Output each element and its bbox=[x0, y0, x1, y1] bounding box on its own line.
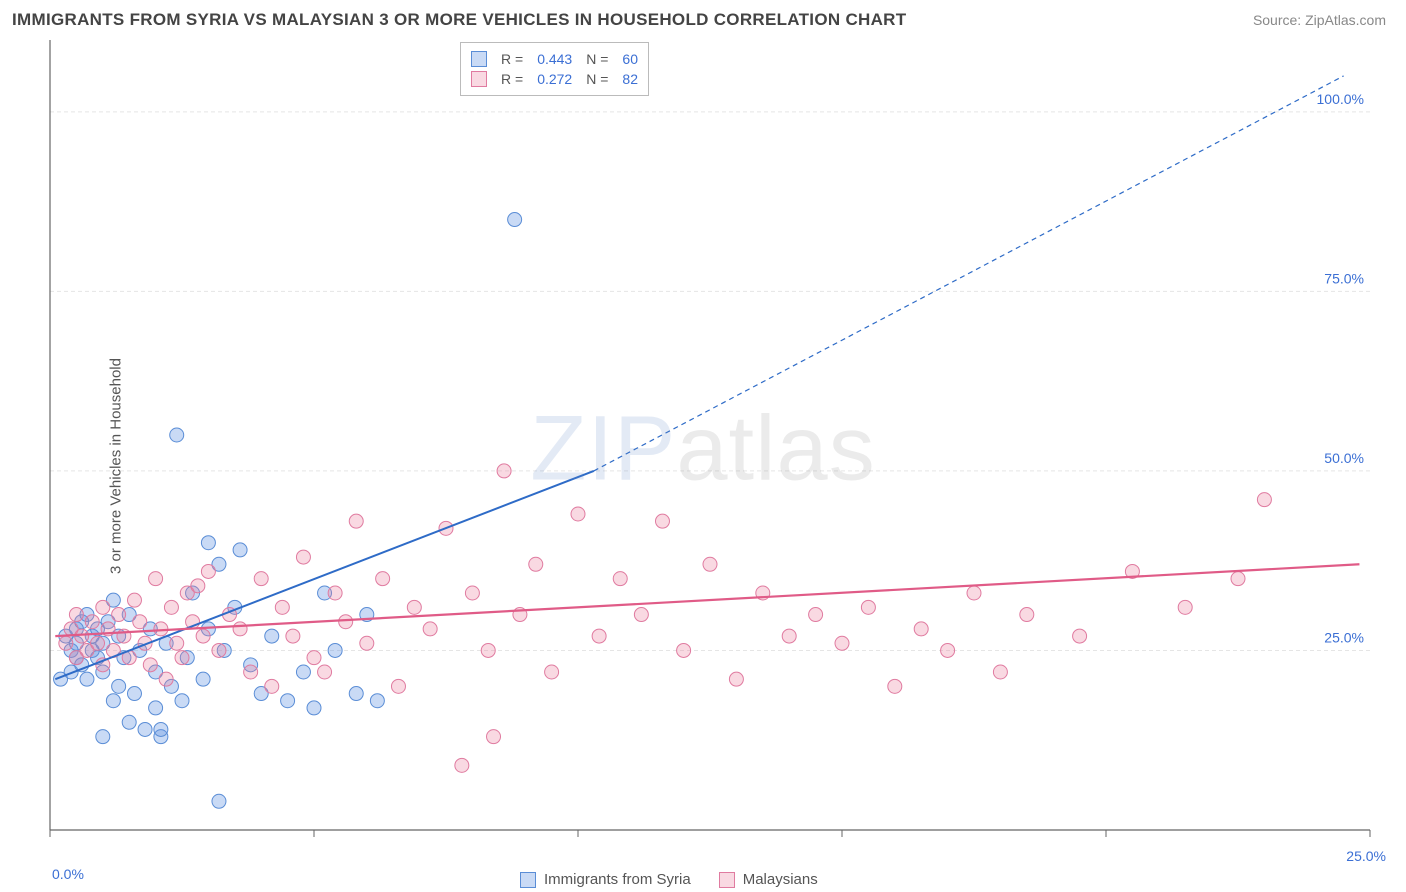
legend-n-value: 82 bbox=[622, 69, 638, 89]
legend-series-item: Immigrants from Syria bbox=[520, 871, 691, 888]
legend-n-value: 60 bbox=[622, 49, 638, 69]
legend-series-item: Malaysians bbox=[719, 871, 818, 888]
chart-source: Source: ZipAtlas.com bbox=[1253, 12, 1386, 28]
legend-series: Immigrants from Syria Malaysians bbox=[520, 871, 818, 888]
legend-r-label: R = bbox=[501, 69, 523, 89]
legend-correlation: R = 0.443 N = 60 R = 0.272 N = 82 bbox=[460, 42, 649, 96]
legend-series-label: Immigrants from Syria bbox=[544, 871, 691, 888]
legend-swatch bbox=[471, 71, 487, 87]
chart-title: IMMIGRANTS FROM SYRIA VS MALAYSIAN 3 OR … bbox=[12, 10, 906, 30]
legend-n-label: N = bbox=[586, 69, 608, 89]
legend-swatch bbox=[471, 51, 487, 67]
x-axis-zero-label: 0.0% bbox=[52, 866, 84, 882]
svg-text:100.0%: 100.0% bbox=[1317, 91, 1364, 107]
scatter-plot-svg: 25.0% 50.0% 75.0% 100.0% bbox=[0, 40, 1406, 850]
y-axis-label: 3 or more Vehicles in Household bbox=[107, 358, 124, 574]
legend-r-label: R = bbox=[501, 49, 523, 69]
legend-swatch bbox=[719, 872, 735, 888]
legend-r-value: 0.443 bbox=[537, 49, 572, 69]
svg-text:50.0%: 50.0% bbox=[1324, 450, 1364, 466]
legend-r-value: 0.272 bbox=[537, 69, 572, 89]
chart-area: 3 or more Vehicles in Household 25.0% 50.… bbox=[0, 40, 1406, 892]
legend-n-label: N = bbox=[586, 49, 608, 69]
legend-correlation-row: R = 0.443 N = 60 bbox=[471, 49, 638, 69]
chart-header: IMMIGRANTS FROM SYRIA VS MALAYSIAN 3 OR … bbox=[0, 0, 1406, 36]
legend-swatch bbox=[520, 872, 536, 888]
y-axis-corner-label: 25.0% bbox=[1346, 848, 1386, 864]
svg-text:25.0%: 25.0% bbox=[1324, 629, 1364, 645]
svg-text:75.0%: 75.0% bbox=[1324, 270, 1364, 286]
legend-series-label: Malaysians bbox=[743, 871, 818, 888]
legend-correlation-row: R = 0.272 N = 82 bbox=[471, 69, 638, 89]
